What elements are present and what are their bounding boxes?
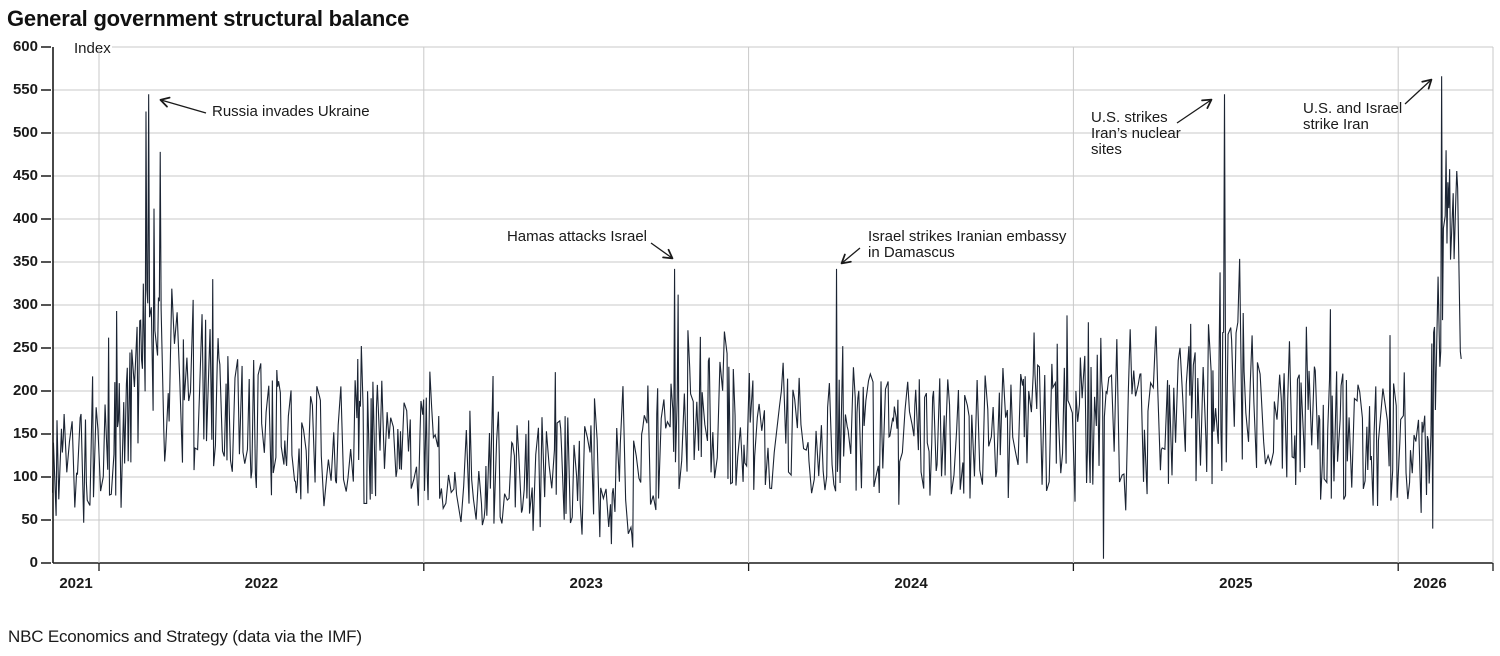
annotation-line: U.S. and Israel: [1303, 100, 1403, 117]
source-credit: NBC Economics and Strategy (data via the…: [8, 627, 362, 646]
y-tick-label: 150: [12, 425, 38, 442]
x-tick-label: 2026: [1413, 575, 1447, 592]
y-tick-label: 350: [12, 253, 38, 270]
index-line: [52, 76, 1462, 559]
x-tick-label: 2024: [894, 575, 928, 592]
y-tick-label: 0: [29, 554, 38, 571]
annotation-arrow: [159, 96, 207, 114]
annotation-arrow: [840, 247, 861, 265]
annotation-line: Israel strikes Iranian embassy: [868, 228, 1067, 245]
annotation-arrow: [650, 242, 674, 260]
y-tick-label: 450: [12, 167, 38, 184]
annotation-line: Russia invades Ukraine: [212, 103, 370, 120]
y-tick-label: 550: [12, 81, 38, 98]
axes: [41, 46, 1494, 571]
data-series: [52, 76, 1462, 559]
annotation-russia-invades-ukraine: Russia invades Ukraine: [212, 104, 370, 120]
annotation-arrows: [159, 78, 1433, 265]
y-tick-label: 50: [21, 511, 38, 528]
annotation-line: Iran’s nuclear: [1091, 125, 1181, 142]
y-tick-label: 500: [12, 124, 38, 141]
y-axis-unit-label: Index: [74, 40, 111, 57]
y-tick-label: 200: [12, 382, 38, 399]
annotation-line: Hamas attacks Israel: [506, 228, 647, 245]
annotation-us-and-israel-strike-iran: U.S. and Israel strike Iran: [1303, 101, 1402, 133]
annotation-hamas-attacks-israel: Hamas attacks Israel: [507, 229, 647, 245]
y-tick-label: 250: [12, 339, 38, 356]
y-tick-label: 100: [12, 468, 38, 485]
annotation-us-strikes-iran-nuclear-sites: U.S. strikes Iran’s nuclear sites: [1091, 110, 1181, 158]
annotation-israel-strikes-iranian-embassy: Israel strikes Iranian embassy in Damasc…: [868, 229, 1066, 261]
x-tick-label: 2021: [59, 575, 93, 592]
chart-title: General government structural balance: [7, 6, 410, 31]
annotation-line: U.S. strikes: [1091, 109, 1168, 126]
x-tick-label: 2025: [1219, 575, 1253, 592]
gridlines: [53, 46, 1494, 564]
y-tick-label: 600: [12, 38, 38, 55]
annotation-arrow: [1176, 98, 1213, 124]
annotation-line: sites: [1091, 141, 1122, 158]
y-tick-label: 400: [12, 210, 38, 227]
x-tick-label: 2022: [244, 575, 279, 592]
annotation-line: in Damascus: [868, 244, 955, 261]
annotation-arrow: [1404, 78, 1433, 105]
y-tick-label: 300: [12, 296, 38, 313]
annotation-line: strike Iran: [1303, 116, 1369, 133]
x-tick-label: 2023: [569, 575, 603, 592]
